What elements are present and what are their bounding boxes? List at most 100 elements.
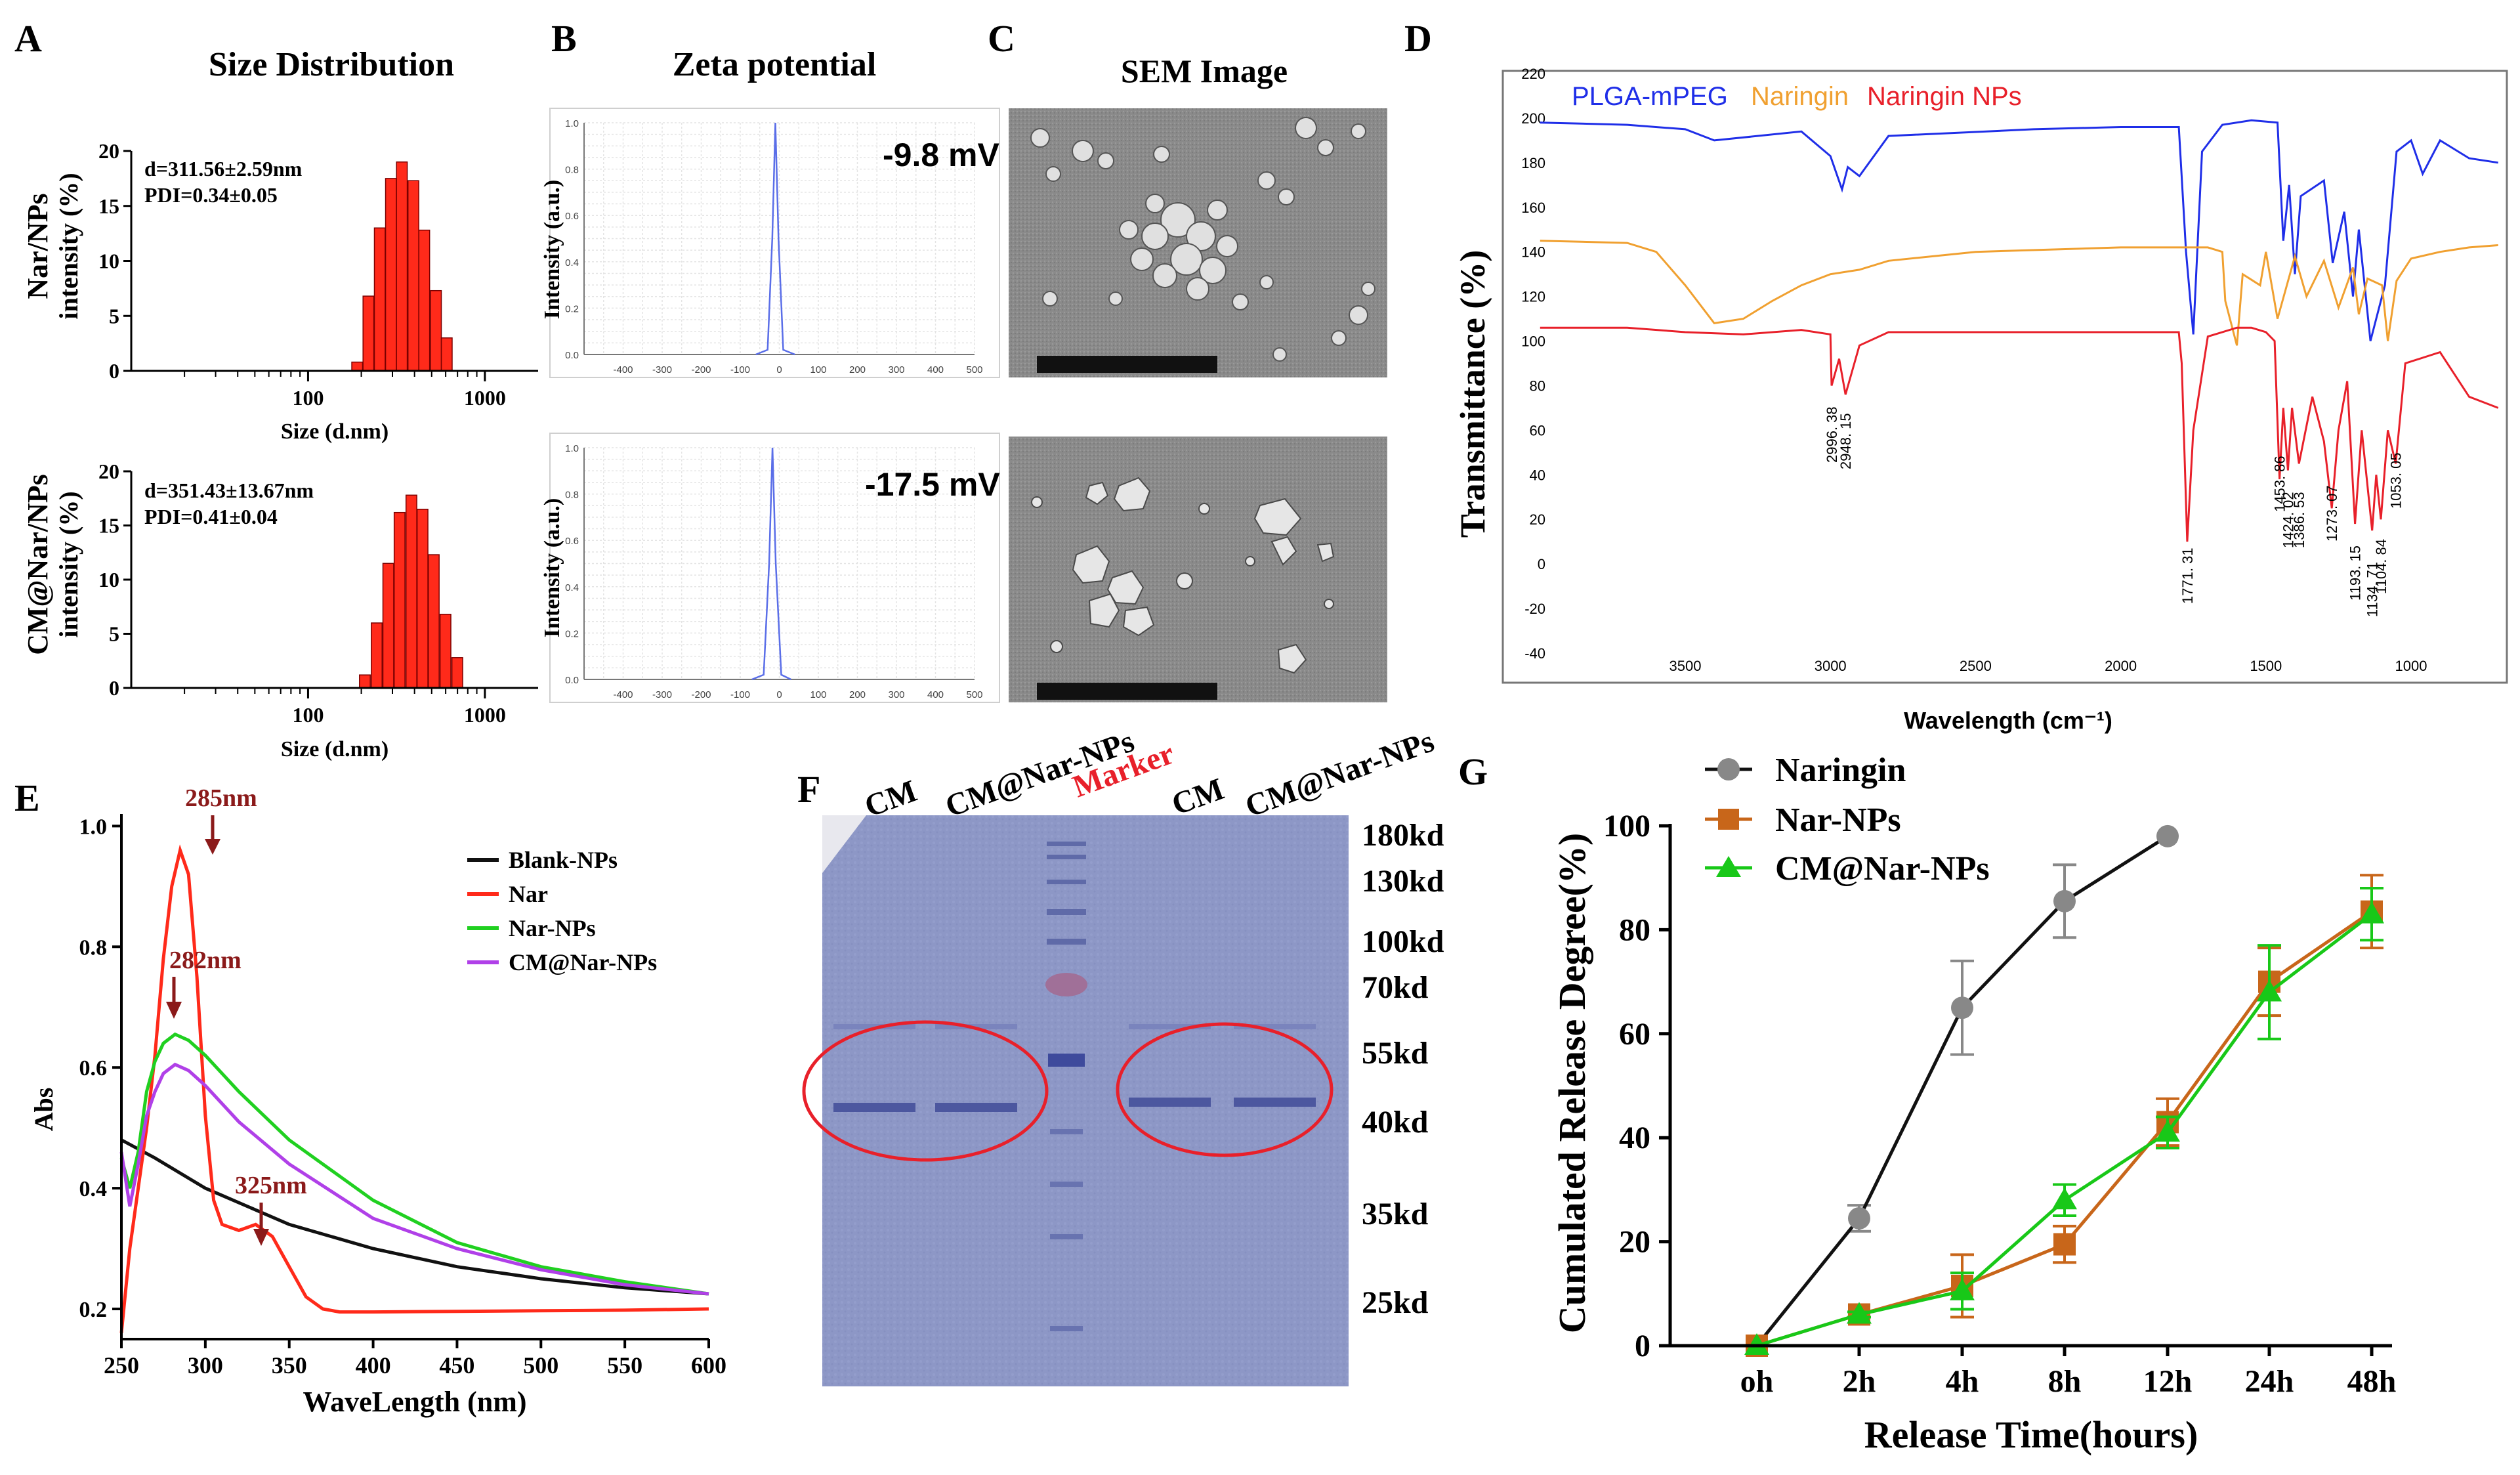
a-top-ylabel-2: intensity (%) bbox=[54, 173, 83, 319]
y-tick-label: 20 bbox=[1619, 1225, 1650, 1260]
a-bottom-chart: CM@Nar/NPs intensity (%) d=351.43±13.67n… bbox=[22, 460, 538, 761]
size-bar bbox=[385, 178, 397, 372]
y-tick-label: 0.6 bbox=[565, 536, 579, 547]
panel-c: C SEM Image bbox=[988, 17, 1387, 702]
data-point bbox=[2053, 889, 2076, 912]
panel-c-title: SEM Image bbox=[1121, 53, 1288, 89]
g-legend-cm: CM@Nar-NPs bbox=[1775, 850, 1990, 887]
g-legend-naringin: Naringin bbox=[1775, 752, 1906, 789]
a-bottom-bars bbox=[359, 494, 463, 689]
x-tick-label: 450 bbox=[439, 1352, 474, 1379]
a-top-annotation-1: d=311.56±2.59nm bbox=[144, 157, 303, 181]
b-top-ylabel: Intensity (a.u.) bbox=[540, 180, 564, 320]
y-tick-label: 0.2 bbox=[565, 628, 579, 639]
x-tick-label: 200 bbox=[849, 689, 866, 700]
a-top-annotation-2: PDI=0.34±0.05 bbox=[144, 183, 278, 207]
panel-c-letter: C bbox=[988, 17, 1015, 60]
size-bar bbox=[396, 161, 408, 372]
peak-label: 1386. 53 bbox=[2291, 492, 2307, 548]
a-bottom-xticks: 100 1000 bbox=[184, 688, 506, 727]
x-tick-label: 4h bbox=[1946, 1364, 1979, 1399]
b-bottom-ylabel: Intensity (a.u.) bbox=[540, 498, 564, 638]
data-point bbox=[2359, 901, 2384, 924]
x-tick-label: 300 bbox=[888, 689, 904, 700]
y-tick-label: 0.0 bbox=[565, 350, 579, 361]
x-tick-label: 300 bbox=[888, 364, 904, 375]
g-legend-marker-cm bbox=[1716, 856, 1741, 877]
b-bottom-frame bbox=[549, 433, 1000, 703]
y-tick-label: -20 bbox=[1524, 601, 1545, 617]
x-tick-label: 550 bbox=[607, 1352, 642, 1379]
e-series-blank-nps bbox=[120, 1138, 709, 1296]
kd-label: 180kd bbox=[1362, 818, 1444, 853]
b-bottom-yticks: 0.0 0.2 0.4 0.6 0.8 1.0 bbox=[565, 443, 579, 686]
d-series-naringin bbox=[1540, 240, 2498, 346]
d-series-naringin-nps bbox=[1540, 326, 2499, 542]
y-tick-label: 0.2 bbox=[79, 1298, 108, 1322]
e-xlabel: WaveLength (nm) bbox=[303, 1386, 527, 1418]
g-legend-narnps: Nar-NPs bbox=[1775, 802, 1901, 839]
x-tick-label: 1000 bbox=[464, 703, 506, 727]
peak-label: 2996. 38 bbox=[1824, 406, 1840, 463]
panel-d-letter: D bbox=[1404, 17, 1432, 60]
g-legend-marker-narnps bbox=[1718, 809, 1739, 830]
panel-e: E 0.2 0.4 0.6 0.8 1.0 250 300 350 400 450 500 550 6… bbox=[14, 777, 726, 1418]
panel-e-letter: E bbox=[14, 777, 40, 819]
x-tick-label: -400 bbox=[613, 689, 633, 700]
size-bar bbox=[405, 494, 417, 689]
y-tick-label: 80 bbox=[1530, 377, 1545, 394]
data-point bbox=[2052, 1187, 2077, 1210]
d-series-plga-mpeg bbox=[1540, 119, 2498, 341]
y-tick-label: 0 bbox=[109, 359, 119, 383]
peak-label: 1053. 05 bbox=[2388, 452, 2404, 509]
kd-label: 70kd bbox=[1362, 970, 1429, 1005]
data-point bbox=[1848, 1207, 1870, 1229]
y-tick-label: 1.0 bbox=[565, 443, 579, 454]
e-yticks: 0.2 0.4 0.6 0.8 1.0 bbox=[79, 815, 121, 1322]
y-tick-label: 20 bbox=[1530, 511, 1545, 528]
y-tick-label: 0.4 bbox=[79, 1177, 108, 1201]
panel-f-letter: F bbox=[797, 768, 820, 811]
panel-g-letter: G bbox=[1458, 750, 1488, 793]
peak-label: 1453. 86 bbox=[2272, 456, 2288, 512]
x-tick-label: 24h bbox=[2245, 1364, 2294, 1399]
y-tick-label: 0.4 bbox=[565, 257, 579, 268]
sem-bottom-scalebar bbox=[1037, 683, 1217, 700]
y-tick-label: 10 bbox=[98, 568, 119, 591]
x-tick-label: 100 bbox=[810, 689, 826, 700]
peak-label: 1193. 15 bbox=[2347, 545, 2364, 601]
kd-label: 100kd bbox=[1362, 924, 1444, 959]
data-point bbox=[2155, 1120, 2180, 1142]
y-tick-label: 0.0 bbox=[565, 675, 579, 686]
x-tick-label: 3500 bbox=[1670, 658, 1702, 674]
gel-circle-left bbox=[802, 1020, 1049, 1162]
y-tick-label: 0 bbox=[109, 676, 119, 700]
x-tick-label: 600 bbox=[691, 1352, 726, 1379]
x-tick-label: 350 bbox=[272, 1352, 307, 1379]
y-tick-label: 120 bbox=[1521, 289, 1545, 305]
y-tick-label: 0 bbox=[1635, 1329, 1650, 1363]
sem-bottom-particles bbox=[1031, 477, 1335, 674]
size-bar bbox=[427, 554, 440, 689]
gel-corner bbox=[822, 815, 866, 873]
size-bar bbox=[418, 229, 430, 372]
e-annot-282: 282nm bbox=[169, 947, 242, 974]
e-annotations: 285nm 282nm 325nm bbox=[166, 784, 307, 1246]
y-tick-label: 1.0 bbox=[79, 815, 108, 839]
y-tick-label: 200 bbox=[1521, 110, 1545, 127]
a-bottom-ylabel-2: intensity (%) bbox=[54, 491, 83, 637]
g-ylabel: Cumulated Release Degree(%) bbox=[1551, 833, 1593, 1333]
peak-label: 1424. 02 bbox=[2280, 492, 2296, 548]
peak-label: 1104. 84 bbox=[2373, 539, 2389, 594]
data-point bbox=[2156, 824, 2179, 847]
y-tick-label: 220 bbox=[1521, 66, 1545, 82]
y-tick-label: 0.8 bbox=[565, 165, 579, 176]
data-point bbox=[1951, 996, 1973, 1019]
e-arrowhead-282 bbox=[166, 1002, 182, 1019]
g-series bbox=[1744, 824, 2384, 1357]
x-tick-label: 400 bbox=[927, 689, 944, 700]
e-legend-blank: Blank-NPs bbox=[509, 847, 618, 873]
e-arrowhead-325 bbox=[253, 1229, 269, 1246]
size-bar bbox=[451, 657, 463, 689]
